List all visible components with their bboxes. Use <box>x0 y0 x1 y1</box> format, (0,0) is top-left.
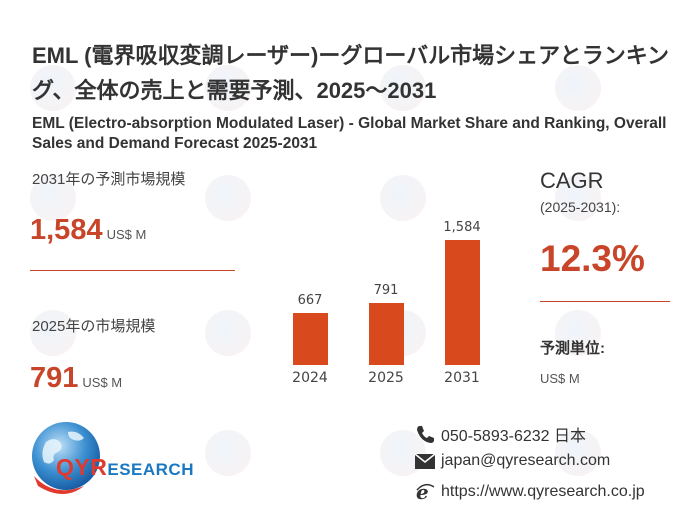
phone-contact: 050-5893-6232 日本 <box>415 422 586 446</box>
logo-wordmark: QYRESEARCH <box>56 454 194 480</box>
website-link[interactable]: https://www.qyresearch.co.jp <box>441 483 645 500</box>
forecast-unit-value: US$ M <box>540 371 580 386</box>
bar-category-label: 2031 <box>444 370 480 386</box>
watermark-globe-icon <box>555 65 601 111</box>
cagr-value: 12.3% <box>540 238 645 279</box>
bar-2031 <box>445 240 480 365</box>
forecast-market-size-label: 2031年の予測市場規模 <box>32 171 186 188</box>
forecast-market-size: 1,584 US$ M <box>30 214 146 247</box>
phone-icon <box>417 426 434 443</box>
watermark-globe-icon <box>30 310 76 356</box>
bar-2025 <box>369 303 404 365</box>
watermark-globe-icon <box>30 65 76 111</box>
cagr-period: (2025-2031): <box>540 199 621 215</box>
watermark-globe-icon <box>205 65 251 111</box>
email-icon <box>415 453 435 469</box>
browser-e-icon: e <box>416 482 435 502</box>
divider <box>30 270 235 271</box>
bar-value-label: 791 <box>373 283 399 298</box>
forecast-value: 1,584 <box>30 214 103 246</box>
current-value: 791 <box>30 362 79 394</box>
page-title: EML (電界吸収変調レーザー)ーグローバル市場シェアとランキング、全体の売上と… <box>32 43 670 103</box>
bar-category-label: 2025 <box>368 370 404 386</box>
website-contact[interactable]: e https://www.qyresearch.co.jp <box>415 482 645 502</box>
watermark-globe-icon <box>205 175 251 221</box>
bar-2024 <box>293 313 328 365</box>
watermark-globe-icon <box>555 310 601 356</box>
divider <box>540 301 670 302</box>
watermark-globe-icon <box>205 430 251 476</box>
email-link[interactable]: japan@qyresearch.com <box>441 452 611 469</box>
watermark-globe-icon <box>30 175 76 221</box>
forecast-unit-label: 予測単位: <box>540 340 605 357</box>
email-contact[interactable]: japan@qyresearch.com <box>415 452 610 470</box>
page-subtitle: EML (Electro-absorption Modulated Laser)… <box>32 115 667 152</box>
watermark-globe-icon <box>205 310 251 356</box>
current-market-size-label: 2025年の市場規模 <box>32 318 156 335</box>
bar-category-label: 2024 <box>292 370 328 386</box>
bar-value-label: 667 <box>297 293 323 308</box>
bar-value-label: 1,584 <box>443 220 481 235</box>
qyresearch-logo: QYRESEARCH <box>28 418 198 498</box>
forecast-unit: US$ M <box>106 227 147 242</box>
watermark-globe-icon <box>380 175 426 221</box>
cagr-label: CAGR <box>540 168 604 193</box>
current-market-size: 791 US$ M <box>30 362 122 395</box>
current-unit: US$ M <box>82 375 123 390</box>
watermark-globe-icon <box>555 430 601 476</box>
watermark-globe-icon <box>555 175 601 221</box>
globe-icon <box>32 422 100 494</box>
phone-number: 050-5893-6232 日本 <box>441 428 586 445</box>
watermark-globe-icon <box>380 65 426 111</box>
